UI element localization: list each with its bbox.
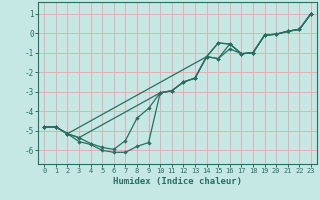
X-axis label: Humidex (Indice chaleur): Humidex (Indice chaleur) bbox=[113, 177, 242, 186]
